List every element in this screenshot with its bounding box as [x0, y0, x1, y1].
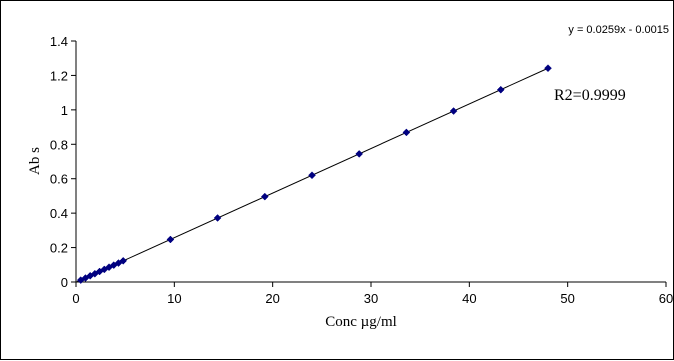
data-point — [213, 214, 222, 222]
trendline-equation: y = 0.0259x - 0.0015 — [568, 24, 669, 36]
y-axis-title: Ab s — [27, 147, 43, 175]
x-tick-label: 30 — [364, 291, 378, 306]
y-tick-label: 1.4 — [50, 34, 68, 49]
r-squared-label: R2=0.9999 — [554, 87, 626, 104]
x-tick-label: 20 — [265, 291, 279, 306]
y-tick-label: 0.2 — [50, 241, 68, 256]
data-point — [402, 128, 411, 137]
x-tick-label: 0 — [72, 291, 79, 306]
y-tick-label: 1.2 — [50, 68, 68, 83]
y-tick-label: 1 — [61, 103, 68, 118]
y-tick-label: 0.6 — [50, 172, 68, 187]
x-tick-label: 50 — [560, 291, 574, 306]
x-tick-label: 40 — [462, 291, 476, 306]
tick-labels: 0 0.2 0.4 0.6 0.8 1 1.2 1.4 0 10 20 30 40 50 60 — [50, 34, 673, 306]
data-point — [260, 192, 269, 201]
x-axis-title: Conc µg/ml — [325, 314, 397, 330]
data-point — [496, 85, 505, 94]
y-tick-label: 0 — [61, 275, 68, 290]
y-tick-label: 0.4 — [50, 206, 68, 221]
data-point — [355, 150, 364, 158]
data-points — [76, 64, 552, 284]
data-point — [449, 107, 458, 115]
axes — [71, 40, 667, 287]
y-tick-label: 0.8 — [50, 137, 68, 152]
data-point — [308, 171, 316, 180]
x-tick-label: 60 — [659, 291, 673, 306]
x-tick-label: 10 — [167, 291, 181, 306]
data-point — [544, 64, 552, 73]
data-point — [119, 256, 128, 265]
data-point — [166, 235, 175, 244]
